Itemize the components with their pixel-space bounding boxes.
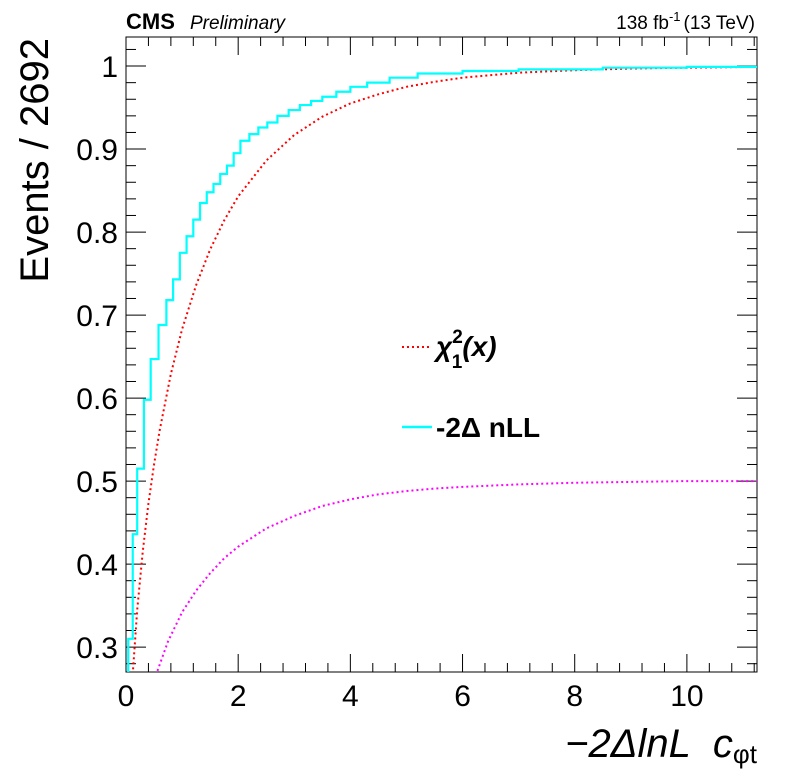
lumi-label: 138 fb-1 (13 TeV) [616,9,755,34]
x-axis-title-subscript: φt [733,739,758,769]
experiment-label: CMS [126,9,175,34]
y-tick-label: 0.8 [76,217,118,250]
x-tick-label: 4 [342,680,359,713]
legend-chi-superscript: 2 [452,327,463,348]
legend-label-chi2: χ2 1(x) [433,327,497,373]
x-axis-title-main: −2ΔlnL [565,722,691,766]
x-tick-label: 0 [118,680,135,713]
y-tick-label: 0.5 [76,466,118,499]
y-tick-label: 0.3 [76,632,118,665]
energy-label: (13 TeV) [684,13,755,34]
y-tick-label: 0.9 [76,134,118,167]
legend-chi-subscript: 1 [452,352,463,373]
y-tick-label: 0.4 [76,549,118,582]
y-tick-label: 0.6 [76,383,118,416]
lumi-exponent: -1 [669,9,681,24]
x-tick-label: 6 [454,680,471,713]
legend-label-nll: -2Δ nLL [436,412,540,443]
x-tick-label: 8 [566,680,583,713]
y-tick-label: 0.7 [76,300,118,333]
x-axis-title: −2ΔlnL cφt [565,722,758,769]
status-label: Preliminary [190,13,287,34]
x-tick-label: 2 [230,680,247,713]
legend: χ2 1(x) -2Δ nLL [402,327,540,443]
series-line-1 [127,65,757,672]
plot-frame [125,36,758,673]
tick-labels-layer: 0 2 4 6 8 10 0.3 0.4 0.5 0.6 0.7 0.8 0.9 1 [76,51,703,713]
lumi-value: 138 fb [616,13,669,34]
y-axis-title: Events / 2692 [13,38,57,283]
x-axis-title-suffix: c [713,722,733,766]
legend-chi-symbol: χ [433,331,453,362]
x-tick-label: 10 [670,680,703,713]
series-line-0 [131,65,757,672]
y-tick-label: 1 [101,51,118,84]
series-line-2 [155,480,757,672]
legend-chi-argument: (x) [462,331,496,362]
series-layer [127,65,757,672]
